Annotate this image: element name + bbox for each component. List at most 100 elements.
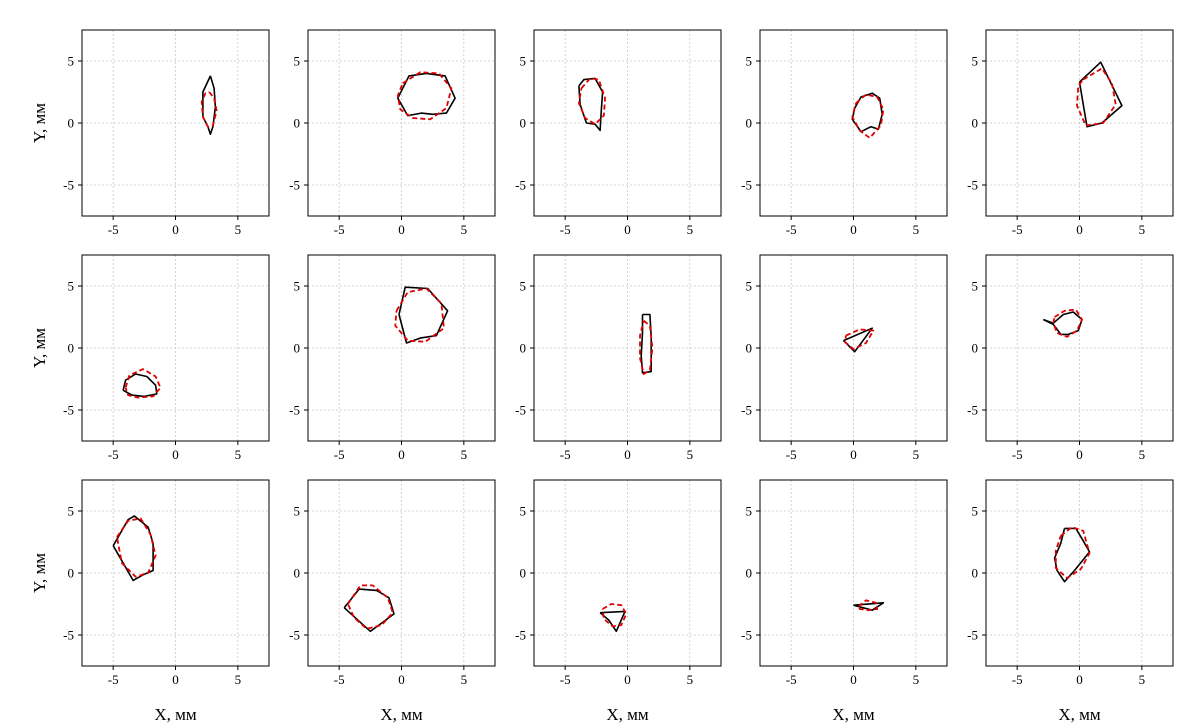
y-axis-label: Y, мм <box>30 103 49 143</box>
subplot-data <box>639 313 654 375</box>
contour-line-dashed <box>1052 308 1083 338</box>
contour-line-solid <box>1042 311 1083 336</box>
y-tick-label: -5 <box>63 403 74 418</box>
y-tick-label: 5 <box>746 279 753 294</box>
y-tick-label: 5 <box>520 279 527 294</box>
x-tick-label: 5 <box>461 447 468 462</box>
subplot-3: -5 0 5 -5 0 5 <box>515 29 722 237</box>
x-tick-label: 0 <box>172 672 179 687</box>
x-tick-label: 0 <box>1076 447 1083 462</box>
x-tick-label: 5 <box>235 222 242 237</box>
y-tick-label: -5 <box>741 628 752 643</box>
y-tick-label: 0 <box>972 116 979 131</box>
y-tick-label: 5 <box>68 279 75 294</box>
subplot-5: -5 0 5 -5 0 5 <box>967 29 1174 237</box>
y-tick-label: 0 <box>520 566 527 581</box>
x-tick-label: 5 <box>687 447 694 462</box>
subplot-data <box>578 77 606 132</box>
y-tick-label: -5 <box>515 178 526 193</box>
x-tick-label: 5 <box>687 222 694 237</box>
y-tick-label: -5 <box>289 403 300 418</box>
subplot-2: -5 0 5 -5 0 5 <box>289 29 496 237</box>
subplot-10: -5 0 5 -5 0 5 <box>967 254 1174 462</box>
contour-line-solid <box>599 610 626 633</box>
y-tick-label: -5 <box>741 403 752 418</box>
contour-line-dashed <box>116 517 157 578</box>
x-tick-label: -5 <box>108 672 119 687</box>
x-tick-label: 0 <box>624 222 631 237</box>
x-tick-label: -5 <box>1012 447 1023 462</box>
y-tick-label: -5 <box>967 403 978 418</box>
contour-line-dashed <box>639 319 654 375</box>
x-tick-label: -5 <box>1012 222 1023 237</box>
x-axis-label: X, мм <box>832 705 875 724</box>
x-tick-label: -5 <box>334 672 345 687</box>
x-tick-label: 5 <box>687 672 694 687</box>
subplot-1: -5 0 5 -5 0 5 Y, мм <box>30 29 270 237</box>
y-tick-label: 0 <box>972 566 979 581</box>
y-tick-label: -5 <box>741 178 752 193</box>
x-tick-label: 0 <box>398 447 405 462</box>
x-tick-label: 0 <box>624 672 631 687</box>
contour-line-solid <box>853 601 885 612</box>
y-tick-label: 5 <box>972 279 979 294</box>
x-tick-label: -5 <box>560 222 571 237</box>
contour-line-dashed <box>601 603 628 628</box>
subplot-9: -5 0 5 -5 0 5 <box>741 254 948 462</box>
subplot-data <box>851 92 885 139</box>
x-tick-label: 0 <box>398 222 405 237</box>
contour-line-dashed <box>396 71 453 121</box>
subplot-8: -5 0 5 -5 0 5 <box>515 254 722 462</box>
contour-line-dashed <box>1054 526 1091 579</box>
subplot-data <box>853 599 885 612</box>
y-tick-label: 5 <box>294 54 301 69</box>
y-axis-label: Y, мм <box>30 553 49 593</box>
y-tick-label: 5 <box>294 504 301 519</box>
x-tick-label: -5 <box>786 447 797 462</box>
y-tick-label: -5 <box>515 403 526 418</box>
subplot-14: -5 0 5 -5 0 5 X, мм <box>741 479 948 724</box>
x-tick-label: -5 <box>108 447 119 462</box>
x-tick-label: 5 <box>461 222 468 237</box>
contour-line-dashed <box>394 287 445 343</box>
x-tick-label: 5 <box>913 447 920 462</box>
contour-line-dashed <box>1076 67 1117 127</box>
contour-line-dashed <box>851 93 885 139</box>
y-tick-label: -5 <box>967 628 978 643</box>
x-tick-label: -5 <box>1012 672 1023 687</box>
y-tick-label: -5 <box>63 178 74 193</box>
subplot-data <box>1076 61 1123 128</box>
y-tick-label: 0 <box>746 341 753 356</box>
y-tick-label: 5 <box>746 54 753 69</box>
y-tick-label: -5 <box>63 628 74 643</box>
x-tick-label: -5 <box>560 672 571 687</box>
x-tick-label: -5 <box>560 447 571 462</box>
x-tick-label: 0 <box>1076 672 1083 687</box>
y-tick-label: 5 <box>520 54 527 69</box>
x-tick-label: -5 <box>108 222 119 237</box>
contour-line-solid <box>1078 61 1123 128</box>
y-tick-label: 5 <box>68 504 75 519</box>
contour-line-dashed <box>857 599 879 612</box>
x-tick-label: 0 <box>398 672 405 687</box>
y-tick-label: 0 <box>294 116 301 131</box>
x-axis-label: X, мм <box>154 705 197 724</box>
subplot-data <box>394 286 449 344</box>
y-tick-label: 0 <box>520 116 527 131</box>
contour-line-solid <box>343 588 395 633</box>
y-tick-label: 0 <box>68 566 75 581</box>
x-tick-label: 5 <box>913 672 920 687</box>
contour-line-dashed <box>843 328 875 351</box>
subplot-4: -5 0 5 -5 0 5 <box>741 29 948 237</box>
x-axis-label: X, мм <box>606 705 649 724</box>
x-axis-label: X, мм <box>1058 705 1101 724</box>
y-tick-label: 0 <box>746 566 753 581</box>
y-tick-label: 5 <box>972 54 979 69</box>
x-tick-label: 5 <box>1139 447 1146 462</box>
x-tick-label: 5 <box>461 672 468 687</box>
y-tick-label: 5 <box>972 504 979 519</box>
contour-line-solid <box>202 75 217 135</box>
x-tick-label: 5 <box>1139 672 1146 687</box>
x-tick-label: 0 <box>850 222 857 237</box>
